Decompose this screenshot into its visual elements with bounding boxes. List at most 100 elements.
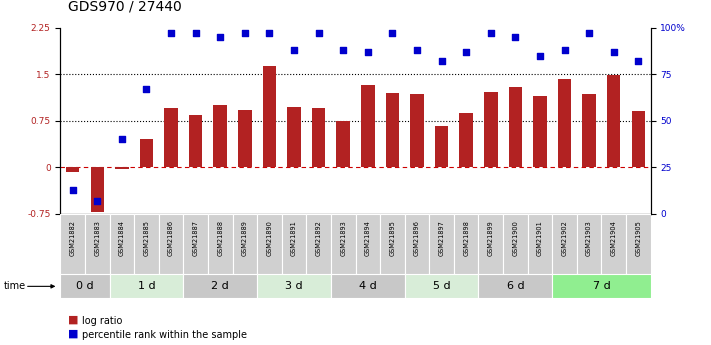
Bar	[232, 214, 257, 274]
Text: GSM21894: GSM21894	[365, 220, 371, 256]
Text: log ratio: log ratio	[82, 316, 122, 326]
Point	[338, 47, 349, 53]
Bar	[607, 76, 621, 167]
Text: time: time	[4, 282, 26, 291]
Bar	[385, 93, 399, 167]
Point	[608, 49, 619, 55]
Point	[436, 58, 447, 64]
Bar	[312, 108, 326, 167]
Point	[264, 30, 275, 36]
Text: 1 d: 1 d	[138, 282, 155, 291]
Point	[67, 187, 78, 193]
Point	[411, 47, 422, 53]
Text: ■: ■	[68, 328, 78, 338]
Text: GSM21882: GSM21882	[70, 220, 76, 256]
Bar	[528, 214, 552, 274]
Bar	[262, 66, 276, 167]
Text: GSM21890: GSM21890	[267, 220, 272, 256]
Text: GSM21886: GSM21886	[168, 220, 174, 256]
Bar	[287, 107, 301, 167]
Point	[166, 30, 177, 36]
Bar	[533, 96, 547, 167]
Text: GSM21893: GSM21893	[340, 220, 346, 256]
Bar	[115, 167, 129, 169]
Text: GSM21898: GSM21898	[463, 220, 469, 256]
Point	[559, 47, 570, 53]
Point	[633, 58, 644, 64]
Bar	[183, 214, 208, 274]
Bar	[213, 105, 227, 167]
Bar	[85, 214, 109, 274]
Bar	[109, 274, 183, 298]
Bar	[454, 214, 479, 274]
Bar	[429, 214, 454, 274]
Bar	[60, 274, 109, 298]
Text: GSM21900: GSM21900	[513, 220, 518, 256]
Bar	[356, 214, 380, 274]
Bar	[552, 274, 651, 298]
Bar	[435, 126, 449, 167]
Bar	[405, 214, 429, 274]
Text: 3 d: 3 d	[285, 282, 303, 291]
Text: GDS970 / 27440: GDS970 / 27440	[68, 0, 181, 14]
Text: GSM21905: GSM21905	[635, 220, 641, 256]
Bar	[257, 274, 331, 298]
Text: GSM21902: GSM21902	[562, 220, 567, 256]
Bar	[552, 214, 577, 274]
Text: percentile rank within the sample: percentile rank within the sample	[82, 330, 247, 340]
Point	[239, 30, 250, 36]
Text: GSM21904: GSM21904	[611, 220, 616, 256]
Bar	[90, 167, 104, 212]
Text: 7 d: 7 d	[592, 282, 610, 291]
Text: GSM21885: GSM21885	[144, 220, 149, 256]
Text: GSM21896: GSM21896	[414, 220, 420, 256]
Bar	[508, 87, 522, 167]
Bar	[631, 111, 645, 167]
Bar	[503, 214, 528, 274]
Bar	[410, 94, 424, 167]
Bar	[189, 115, 203, 167]
Text: GSM21883: GSM21883	[95, 220, 100, 256]
Bar	[140, 139, 154, 167]
Bar	[479, 274, 552, 298]
Bar	[331, 274, 405, 298]
Bar	[577, 214, 602, 274]
Point	[141, 86, 152, 92]
Text: 2 d: 2 d	[211, 282, 229, 291]
Bar	[257, 214, 282, 274]
Bar	[183, 274, 257, 298]
Bar	[361, 85, 375, 167]
Bar	[405, 274, 479, 298]
Text: GSM21903: GSM21903	[586, 220, 592, 256]
Point	[313, 30, 324, 36]
Text: GSM21897: GSM21897	[439, 220, 444, 256]
Point	[510, 34, 521, 40]
Bar	[336, 121, 350, 167]
Text: GSM21899: GSM21899	[488, 220, 493, 256]
Point	[485, 30, 496, 36]
Bar	[459, 113, 473, 167]
Point	[362, 49, 373, 55]
Bar	[208, 214, 232, 274]
Point	[584, 30, 595, 36]
Text: ■: ■	[68, 315, 78, 325]
Text: GSM21888: GSM21888	[218, 220, 223, 256]
Text: GSM21901: GSM21901	[537, 220, 543, 256]
Text: 4 d: 4 d	[359, 282, 377, 291]
Point	[461, 49, 472, 55]
Bar	[602, 214, 626, 274]
Bar	[66, 167, 80, 172]
Point	[92, 198, 103, 204]
Point	[215, 34, 226, 40]
Bar	[282, 214, 306, 274]
Text: GSM21891: GSM21891	[291, 220, 297, 256]
Bar	[479, 214, 503, 274]
Text: GSM21884: GSM21884	[119, 220, 125, 256]
Bar	[134, 214, 159, 274]
Point	[116, 137, 127, 142]
Bar	[582, 94, 596, 167]
Point	[534, 53, 545, 58]
Bar	[109, 214, 134, 274]
Point	[190, 30, 201, 36]
Text: 5 d: 5 d	[433, 282, 450, 291]
